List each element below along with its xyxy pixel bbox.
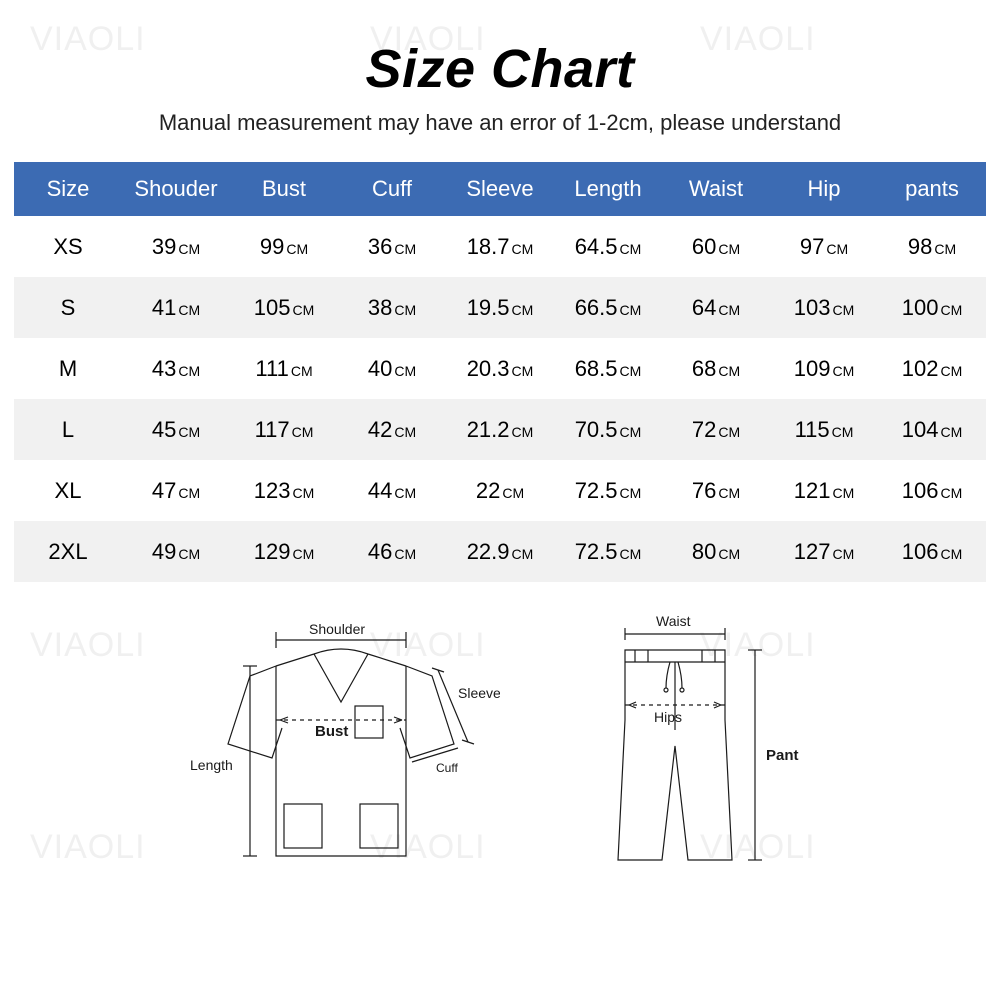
table-row: L45CM117CM42CM21.2CM70.5CM72CM115CM104CM	[14, 399, 986, 460]
size-cell: XL	[14, 460, 122, 521]
diagram-area: Shoulder Sleeve Bust Cuff Length	[0, 610, 1000, 880]
value-cell: 39CM	[122, 216, 230, 277]
value-cell: 47CM	[122, 460, 230, 521]
value-cell: 99CM	[230, 216, 338, 277]
value-cell: 19.5CM	[446, 277, 554, 338]
value-cell: 72.5CM	[554, 521, 662, 582]
table-row: XL47CM123CM44CM22CM72.5CM76CM121CM106CM	[14, 460, 986, 521]
column-header: Bust	[230, 162, 338, 216]
column-header: Shouder	[122, 162, 230, 216]
table-row: 2XL49CM129CM46CM22.9CM72.5CM80CM127CM106…	[14, 521, 986, 582]
value-cell: 80CM	[662, 521, 770, 582]
size-cell: S	[14, 277, 122, 338]
value-cell: 104CM	[878, 399, 986, 460]
value-cell: 60CM	[662, 216, 770, 277]
size-table-container: SizeShouderBustCuffSleeveLengthWaistHipp…	[14, 162, 986, 582]
value-cell: 121CM	[770, 460, 878, 521]
value-cell: 36CM	[338, 216, 446, 277]
page-title: Size Chart	[0, 0, 1000, 100]
value-cell: 72.5CM	[554, 460, 662, 521]
value-cell: 40CM	[338, 338, 446, 399]
value-cell: 105CM	[230, 277, 338, 338]
value-cell: 45CM	[122, 399, 230, 460]
value-cell: 97CM	[770, 216, 878, 277]
value-cell: 72CM	[662, 399, 770, 460]
value-cell: 109CM	[770, 338, 878, 399]
label-shoulder: Shoulder	[309, 621, 365, 637]
value-cell: 117CM	[230, 399, 338, 460]
value-cell: 49CM	[122, 521, 230, 582]
size-cell: L	[14, 399, 122, 460]
value-cell: 129CM	[230, 521, 338, 582]
value-cell: 98CM	[878, 216, 986, 277]
column-header: Length	[554, 162, 662, 216]
shirt-diagram: Shoulder Sleeve Bust Cuff Length	[180, 610, 500, 880]
value-cell: 106CM	[878, 521, 986, 582]
value-cell: 68.5CM	[554, 338, 662, 399]
label-hips: Hips	[654, 709, 682, 725]
value-cell: 38CM	[338, 277, 446, 338]
value-cell: 41CM	[122, 277, 230, 338]
value-cell: 103CM	[770, 277, 878, 338]
column-header: Waist	[662, 162, 770, 216]
value-cell: 64CM	[662, 277, 770, 338]
size-cell: M	[14, 338, 122, 399]
size-cell: 2XL	[14, 521, 122, 582]
value-cell: 66.5CM	[554, 277, 662, 338]
label-waist: Waist	[656, 613, 691, 629]
value-cell: 22CM	[446, 460, 554, 521]
label-cuff: Cuff	[436, 761, 458, 775]
value-cell: 76CM	[662, 460, 770, 521]
pants-diagram: Waist Hips Pant	[570, 610, 820, 880]
label-bust: Bust	[315, 723, 348, 740]
value-cell: 115CM	[770, 399, 878, 460]
value-cell: 100CM	[878, 277, 986, 338]
value-cell: 123CM	[230, 460, 338, 521]
column-header: Hip	[770, 162, 878, 216]
value-cell: 22.9CM	[446, 521, 554, 582]
column-header: Sleeve	[446, 162, 554, 216]
value-cell: 43CM	[122, 338, 230, 399]
label-length: Length	[190, 757, 233, 773]
column-header: Size	[14, 162, 122, 216]
value-cell: 106CM	[878, 460, 986, 521]
size-cell: XS	[14, 216, 122, 277]
value-cell: 64.5CM	[554, 216, 662, 277]
value-cell: 102CM	[878, 338, 986, 399]
value-cell: 68CM	[662, 338, 770, 399]
label-pant: Pant	[766, 747, 799, 764]
subtitle-text: Manual measurement may have an error of …	[0, 110, 1000, 136]
table-row: XS39CM99CM36CM18.7CM64.5CM60CM97CM98CM	[14, 216, 986, 277]
size-table: SizeShouderBustCuffSleeveLengthWaistHipp…	[14, 162, 986, 582]
table-row: S41CM105CM38CM19.5CM66.5CM64CM103CM100CM	[14, 277, 986, 338]
value-cell: 70.5CM	[554, 399, 662, 460]
value-cell: 46CM	[338, 521, 446, 582]
value-cell: 21.2CM	[446, 399, 554, 460]
label-sleeve: Sleeve	[458, 685, 500, 701]
value-cell: 44CM	[338, 460, 446, 521]
value-cell: 127CM	[770, 521, 878, 582]
table-row: M43CM111CM40CM20.3CM68.5CM68CM109CM102CM	[14, 338, 986, 399]
column-header: pants	[878, 162, 986, 216]
value-cell: 20.3CM	[446, 338, 554, 399]
value-cell: 111CM	[230, 338, 338, 399]
column-header: Cuff	[338, 162, 446, 216]
value-cell: 18.7CM	[446, 216, 554, 277]
value-cell: 42CM	[338, 399, 446, 460]
